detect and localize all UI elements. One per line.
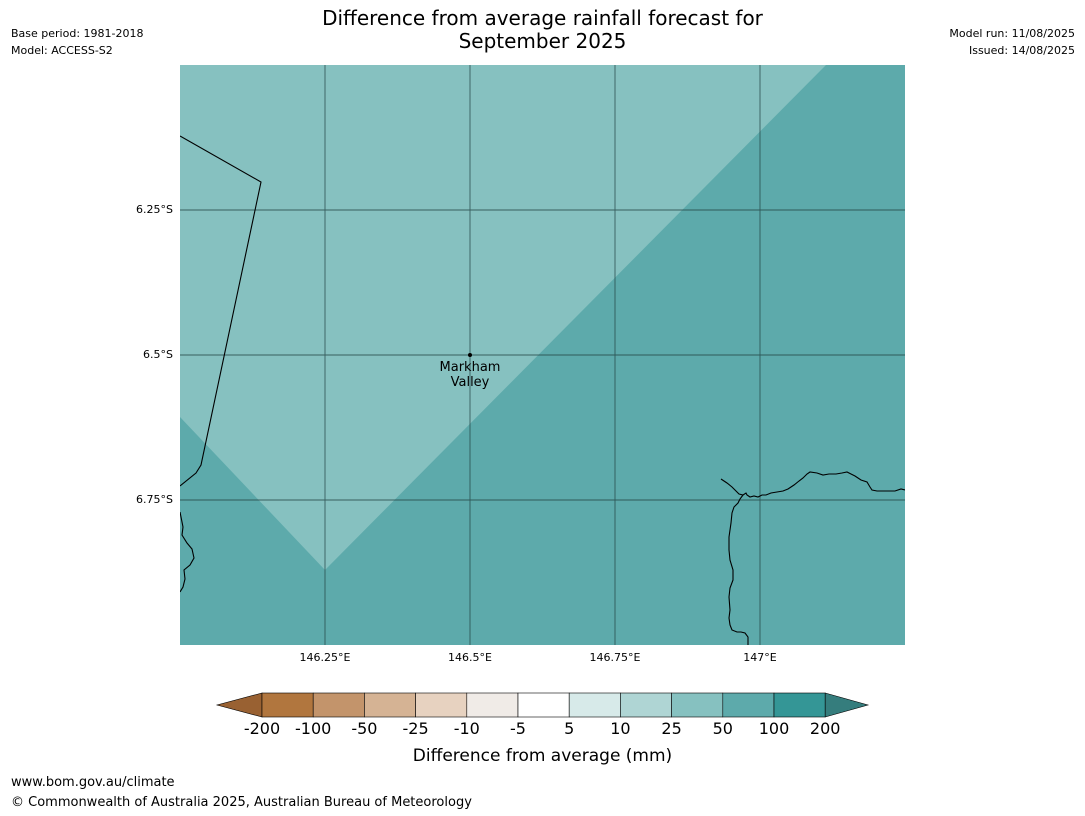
lat-label-6-25: 6.25°S xyxy=(136,203,173,216)
colorbar-box-5 xyxy=(517,692,570,718)
graticule xyxy=(180,65,905,645)
colorbar-extend-high xyxy=(824,692,870,718)
title-line-2: September 2025 xyxy=(458,29,627,53)
colorbar-tick-label: -5 xyxy=(510,719,526,738)
lon-label-146-25: 146.25°E xyxy=(299,651,351,664)
lat-label-6-5: 6.5°S xyxy=(143,348,173,361)
colorbar-tick-label: -100 xyxy=(295,719,332,738)
lon-label-147: 147°E xyxy=(743,651,777,664)
rainfall-anomaly-map xyxy=(180,65,905,645)
colorbar-tick-label: 50 xyxy=(712,719,733,738)
colorbar-tick-label: -50 xyxy=(351,719,378,738)
base-period-text: Base period: 1981-2018 xyxy=(11,27,144,40)
title-line-1: Difference from average rainfall forecas… xyxy=(322,6,763,30)
markham-valley-marker xyxy=(468,353,472,357)
colorbar-box-0 xyxy=(261,692,314,718)
place-name-line-2: Valley xyxy=(450,375,490,390)
colorbar-tick-label: 10 xyxy=(610,719,631,738)
colorbar-label: Difference from average (mm) xyxy=(412,746,673,766)
coastline-east-inlet xyxy=(728,494,749,645)
colorbar-extend-low xyxy=(215,692,263,718)
colorbar-box-10 xyxy=(773,692,826,718)
colorbar-box-7 xyxy=(620,692,672,718)
model-run-text: Model run: 11/08/2025 xyxy=(949,27,1075,40)
forecast-metadata-left: Base period: 1981-2018 Model: ACCESS-S2 xyxy=(11,25,143,59)
issued-text: Issued: 14/08/2025 xyxy=(968,44,1075,57)
coastline-west xyxy=(180,511,195,593)
colorbar-box-2 xyxy=(364,692,416,718)
footer-url: www.bom.gov.au/climate xyxy=(11,775,175,790)
coastline-east xyxy=(720,471,905,498)
forecast-metadata-right: Model run: 11/08/2025 Issued: 14/08/2025 xyxy=(949,25,1075,59)
coastline xyxy=(180,135,905,645)
place-name-line-1: Markham xyxy=(439,360,501,375)
colorbar-tick-label: -10 xyxy=(453,719,480,738)
colorbar-box-9 xyxy=(722,692,775,718)
region-25-50mm xyxy=(180,65,826,570)
colorbar-box-6 xyxy=(568,692,621,718)
colorbar-box-1 xyxy=(312,692,365,718)
map-title: Difference from average rainfall forecas… xyxy=(0,7,1085,53)
colorbar-tick-label: -200 xyxy=(243,719,281,738)
lon-label-146-5: 146.5°E xyxy=(448,651,492,664)
model-text: Model: ACCESS-S2 xyxy=(11,44,113,57)
colorbar-box-4 xyxy=(466,692,519,718)
colorbar-tick-label: 100 xyxy=(758,719,790,738)
colorbar xyxy=(215,692,870,718)
place-label-markham-valley: Markham Valley xyxy=(420,360,520,390)
colorbar-tick-label: 5 xyxy=(564,719,575,738)
footer-copyright: © Commonwealth of Australia 2025, Austra… xyxy=(11,795,472,810)
lon-label-146-75: 146.75°E xyxy=(589,651,641,664)
colorbar-tick-label: 200 xyxy=(809,719,841,738)
lat-label-6-75: 6.75°S xyxy=(136,493,173,506)
border-line-west xyxy=(180,135,262,487)
colorbar-box-8 xyxy=(671,692,724,718)
colorbar-tick-label: 25 xyxy=(661,719,682,738)
colorbar-box-3 xyxy=(415,692,468,718)
colorbar-tick-label: -25 xyxy=(402,719,429,738)
